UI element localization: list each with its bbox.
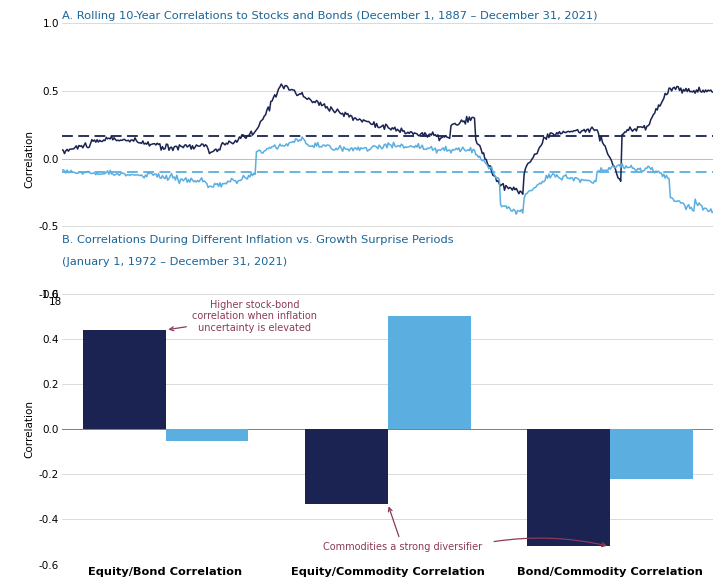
Text: (January 1, 1972 – December 31, 2021): (January 1, 1972 – December 31, 2021) [62, 257, 287, 267]
Y-axis label: Correlation: Correlation [25, 130, 35, 187]
Bar [527, 430, 610, 546]
Bar [165, 430, 248, 441]
Text: A. Rolling 10-Year Correlations to Stocks and Bonds (December 1, 1887 – December: A. Rolling 10-Year Correlations to Stock… [62, 11, 598, 21]
Legend: Rolling 10-Year Correlation to Stocks, Rolling 10-Year Correlation to Bonds, Ful: Rolling 10-Year Correlation to Stocks, R… [183, 413, 593, 438]
Bar [387, 317, 470, 430]
Y-axis label: Correlation: Correlation [25, 400, 35, 458]
Text: Higher stock-bond
correlation when inflation
uncertainty is elevated: Higher stock-bond correlation when infla… [170, 300, 317, 333]
Text: Commodities a strong diversifier: Commodities a strong diversifier [323, 508, 482, 552]
Bar [610, 430, 693, 479]
Bar [82, 330, 165, 430]
Bar [305, 430, 387, 503]
Text: B. Correlations During Different Inflation vs. Growth Surprise Periods: B. Correlations During Different Inflati… [62, 235, 454, 245]
